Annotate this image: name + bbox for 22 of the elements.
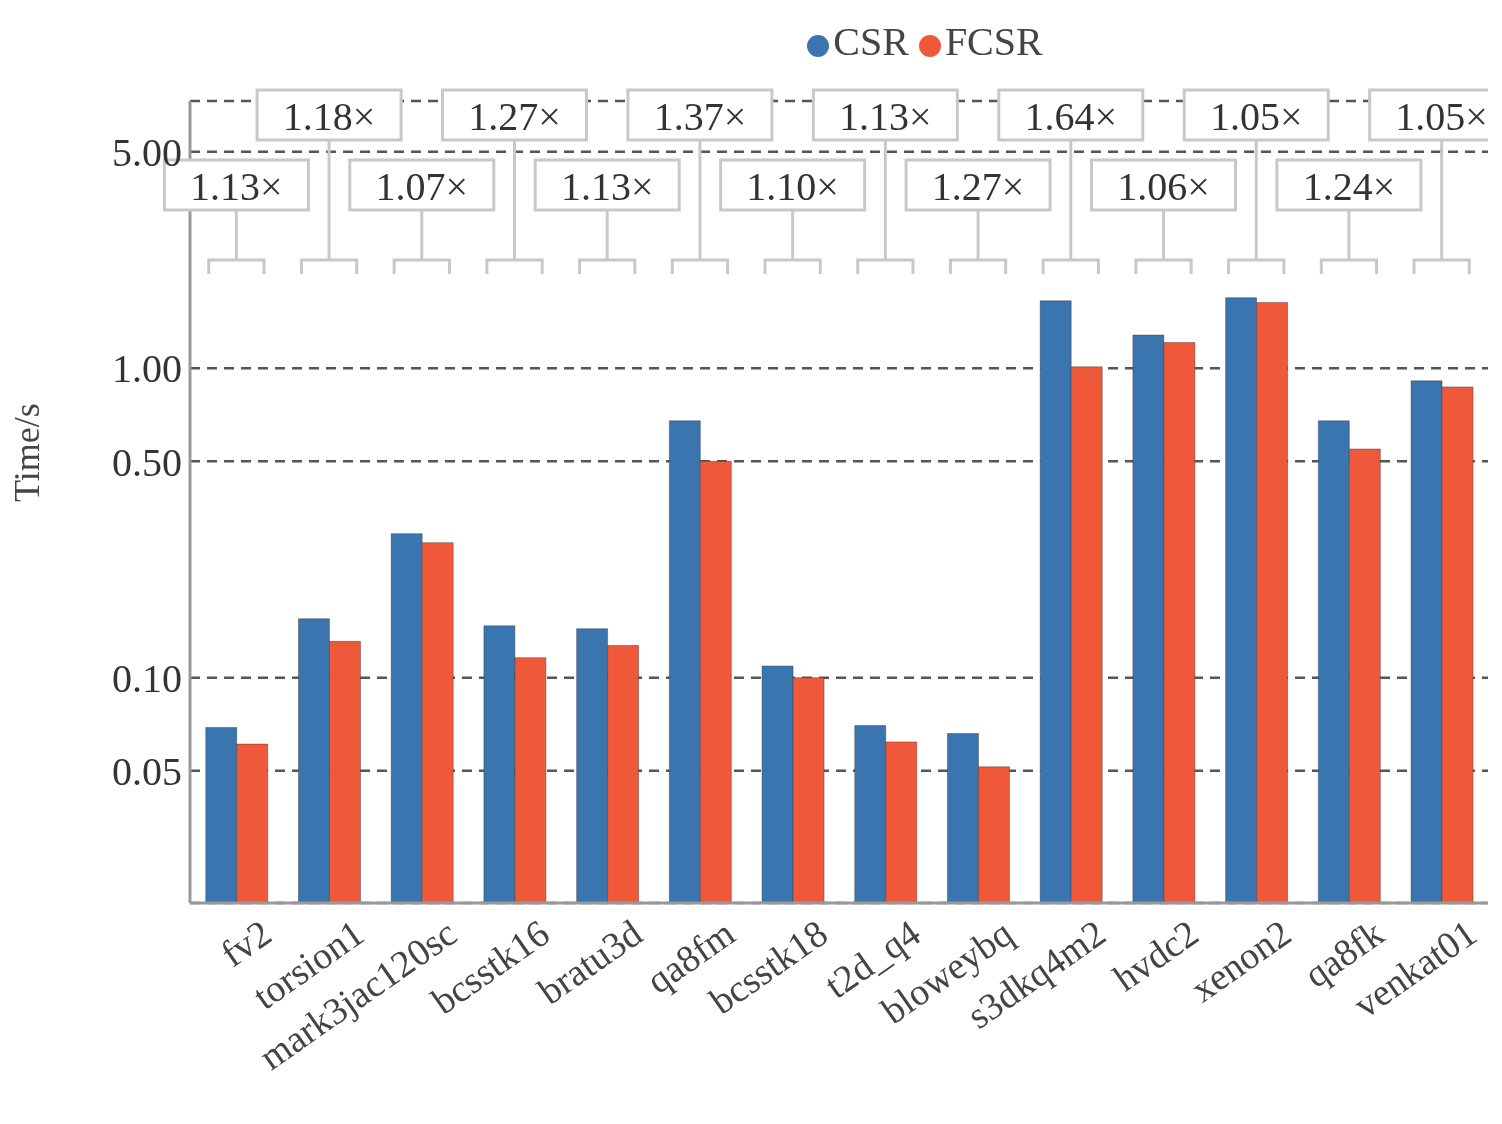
annotation: 1.27× bbox=[468, 94, 561, 139]
annotation: 1.06× bbox=[1117, 164, 1210, 209]
annotation: 1.05× bbox=[1209, 94, 1303, 139]
y-tick-label: 0.05 bbox=[112, 749, 182, 795]
y-tick-label: 5.00 bbox=[112, 130, 182, 176]
annotation: 1.05× bbox=[1395, 94, 1488, 139]
annotation: 1.13× bbox=[190, 164, 283, 209]
annotation: 1.64× bbox=[1024, 94, 1118, 139]
annotation: 1.18× bbox=[282, 94, 376, 139]
y-tick-label: 0.50 bbox=[112, 439, 182, 485]
legend-label: FCSR bbox=[944, 19, 1043, 64]
annotation: 1.27× bbox=[931, 164, 1025, 209]
y-axis-title: Time/s bbox=[6, 403, 47, 502]
annotation: 1.24× bbox=[1302, 164, 1396, 209]
annotation: 1.13× bbox=[560, 164, 654, 209]
annotation: 1.13× bbox=[839, 94, 932, 139]
legend-label: CSR bbox=[833, 19, 909, 64]
annotation: 1.10× bbox=[746, 164, 839, 209]
annotation: 1.37× bbox=[653, 94, 747, 139]
y-tick-label: 1.00 bbox=[112, 346, 182, 392]
annotation: 1.07× bbox=[375, 164, 469, 209]
y-tick-label: 0.10 bbox=[112, 655, 182, 701]
